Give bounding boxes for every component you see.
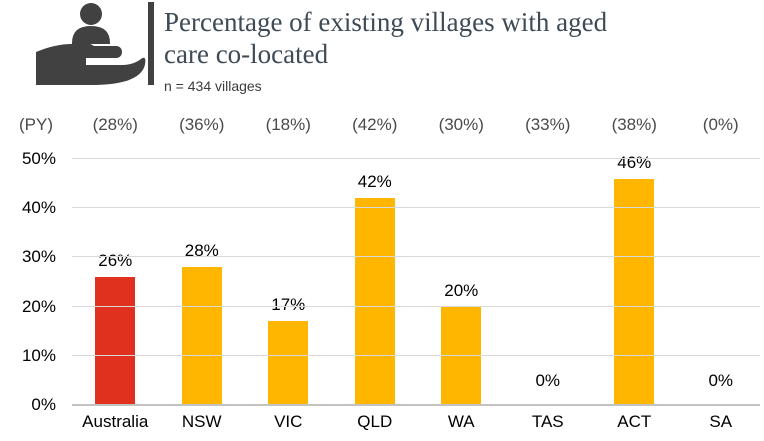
bar-value-label-qld: 42% bbox=[357, 172, 392, 192]
gridline-40% bbox=[72, 207, 760, 209]
bar-column-nsw: 28% bbox=[159, 159, 246, 405]
y-axis-tick-0%: 0% bbox=[31, 395, 56, 414]
x-axis-label-act: ACT bbox=[617, 412, 652, 431]
gridline-10% bbox=[72, 354, 760, 356]
bar-act[interactable] bbox=[614, 178, 655, 405]
chart-header: Percentage of existing villages with age… bbox=[0, 0, 764, 102]
bar-column-qld: 42% bbox=[332, 159, 419, 405]
bar-columns: 26% 28% 17% 42% 20% 0% 46% 0% bbox=[72, 153, 764, 405]
bar-australia[interactable] bbox=[95, 277, 136, 405]
title-block: Percentage of existing villages with age… bbox=[164, 6, 754, 94]
x-axis-label-sa: SA bbox=[709, 412, 733, 431]
bar-value-label-wa: 20% bbox=[444, 280, 479, 300]
bar-value-label-vic: 17% bbox=[271, 295, 306, 315]
bar-vic[interactable] bbox=[268, 321, 309, 405]
gridline-50% bbox=[72, 158, 760, 159]
bar-value-label-tas: 0% bbox=[535, 371, 561, 390]
bar-column-tas: 0% bbox=[505, 159, 592, 405]
bar-value-label-act: 46% bbox=[617, 152, 652, 172]
bar-column-act: 46% bbox=[591, 153, 678, 405]
x-axis-labels: Australia NSW VIC QLD WA TAS ACT SA bbox=[72, 412, 764, 432]
header-divider bbox=[148, 2, 154, 85]
open-hand bbox=[36, 42, 146, 85]
prior-year-value-qld: (42%) bbox=[352, 115, 398, 134]
chart-title-line2: care co-located bbox=[164, 39, 329, 70]
gridline-20% bbox=[72, 305, 760, 307]
bar-value-label-sa: 0% bbox=[708, 371, 734, 390]
bar-qld[interactable] bbox=[354, 198, 395, 405]
prior-year-header: (PY) bbox=[19, 115, 53, 134]
prior-year-value-nsw: (36%) bbox=[179, 115, 225, 134]
prior-year-value-act: (38%) bbox=[611, 115, 657, 134]
bar-column-sa: 0% bbox=[678, 159, 764, 405]
prior-year-row: (PY) (28%) (36%) (18%) (42%) (30%) (33%) (38%) (… bbox=[0, 115, 764, 136]
person-head bbox=[80, 3, 102, 25]
y-axis-tick-50%: 50% bbox=[21, 149, 56, 168]
chart-title-line1: Percentage of existing villages with age… bbox=[164, 7, 608, 37]
x-axis-label-qld: QLD bbox=[357, 412, 393, 431]
bar-value-label-nsw: 28% bbox=[184, 241, 219, 261]
prior-year-value-sa: (0%) bbox=[702, 115, 739, 134]
x-axis-label-tas: TAS bbox=[531, 412, 564, 431]
bar-column-australia: 26% bbox=[72, 159, 159, 405]
bar-column-wa: 20% bbox=[418, 159, 505, 405]
y-axis-tick-30%: 30% bbox=[21, 247, 56, 267]
x-axis-label-wa: WA bbox=[447, 412, 475, 431]
bar-value-label-australia: 26% bbox=[98, 251, 133, 271]
prior-year-value-vic: (18%) bbox=[265, 115, 311, 134]
x-axis-label-australia: Australia bbox=[82, 412, 149, 431]
bar-chart: (PY) (28%) (36%) (18%) (42%) (30%) (33%) (38%) (… bbox=[0, 102, 764, 432]
x-axis-label-vic: VIC bbox=[274, 412, 303, 431]
gridline-30% bbox=[72, 256, 760, 258]
sample-size-note: n = 434 villages bbox=[164, 77, 262, 94]
bar-nsw[interactable] bbox=[181, 267, 222, 405]
bar-column-vic: 17% bbox=[245, 159, 332, 405]
bar-wa[interactable] bbox=[441, 306, 482, 405]
x-axis-label-nsw: NSW bbox=[181, 412, 222, 431]
chart-title: Percentage of existing villages with age… bbox=[164, 6, 754, 71]
prior-year-value-tas: (33%) bbox=[525, 115, 571, 134]
hand-holding-person-icon bbox=[36, 3, 146, 85]
y-axis-tick-20%: 20% bbox=[21, 296, 56, 316]
y-axis-tick-40%: 40% bbox=[21, 198, 56, 218]
gridline-0% bbox=[72, 404, 760, 406]
prior-year-value-australia: (28%) bbox=[92, 115, 138, 134]
prior-year-value-wa: (30%) bbox=[438, 115, 484, 134]
y-axis-tick-10%: 10% bbox=[21, 345, 56, 365]
plot-area: 26% 28% 17% 42% 20% 0% 46% 0% 50% 40% 30% 20% 10% 0% bbox=[0, 149, 764, 414]
person-shoulders bbox=[72, 26, 110, 44]
